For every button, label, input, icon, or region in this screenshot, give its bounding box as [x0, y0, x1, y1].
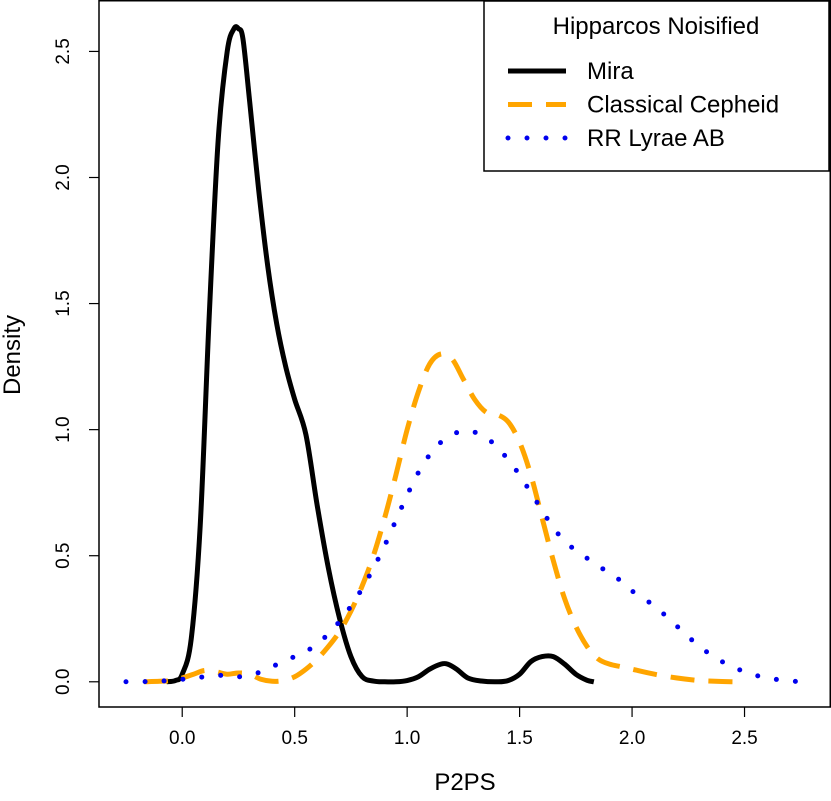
y-tick-label: 1.0 — [53, 416, 74, 442]
plot-frame — [98, 0, 831, 708]
x-tick-label: 0.0 — [169, 728, 195, 749]
y-tick-label: 0.0 — [53, 669, 74, 695]
y-tick-label: 2.5 — [53, 38, 74, 64]
y-axis-label: Density — [0, 315, 26, 395]
x-tick-label: 0.5 — [281, 728, 307, 749]
series-line-classical-cepheid — [143, 351, 734, 685]
x-axis: 0.0 0.5 1.0 1.5 2.0 2.5 — [169, 707, 758, 749]
legend-label-rr-lyrae-ab: RR Lyrae AB — [587, 125, 725, 152]
y-tick-label: 2.0 — [53, 164, 74, 190]
y-axis: 0.0 0.5 1.0 1.5 2.0 2.5 — [53, 38, 99, 695]
series-layer — [123, 24, 804, 685]
legend-box — [483, 0, 830, 172]
legend-entries: Mira Classical Cepheid RR Lyrae AB — [505, 58, 779, 152]
series-line-mira — [166, 24, 595, 685]
legend: Hipparcos Noisified Mira Classical Cephei… — [483, 0, 830, 172]
x-tick-label: 2.0 — [619, 728, 645, 749]
x-tick-label: 1.5 — [506, 728, 532, 749]
series-line-rr-lyrae-ab — [123, 428, 804, 685]
legend-title: Hipparcos Noisified — [553, 13, 760, 40]
y-tick-label: 0.5 — [53, 543, 74, 569]
legend-label-classical-cepheid: Classical Cepheid — [587, 92, 779, 119]
y-tick-label: 1.5 — [53, 290, 74, 316]
legend-label-mira: Mira — [587, 58, 634, 85]
x-tick-label: 1.0 — [394, 728, 420, 749]
x-axis-label: P2PS — [434, 769, 495, 796]
x-tick-label: 2.5 — [731, 728, 757, 749]
